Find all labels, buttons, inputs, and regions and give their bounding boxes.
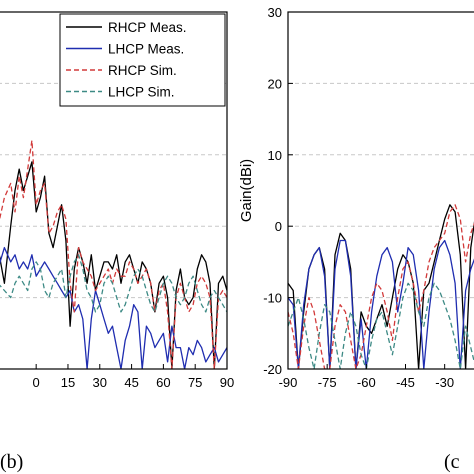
panel-label: (c <box>444 451 460 473</box>
x-tick-label: -60 <box>357 375 376 390</box>
plot-frame <box>0 11 228 370</box>
x-tick-label: -90 <box>279 375 298 390</box>
legend-entry-rhcp-meas: RHCP Meas. <box>108 20 187 35</box>
legend: RHCP Meas. LHCP Meas. RHCP Sim. LHCP Sim. <box>59 13 226 107</box>
chart-panel-left: 0 15 30 45 60 75 90(b)RHCP Meas.LHCP Meas.RHCP… <box>0 11 234 473</box>
legend-entry-lhcp-meas: LHCP Meas. <box>108 42 184 57</box>
x-tick-label: 90 <box>220 375 234 390</box>
panel-label: (b) <box>0 451 23 473</box>
series-line-lhcp-meas <box>0 246 227 369</box>
x-tick-label: -45 <box>396 375 415 390</box>
x-tick-label: 15 <box>61 375 75 390</box>
series-line-lhcp-meas <box>288 239 474 369</box>
series-line-rhcp-meas <box>288 204 474 369</box>
x-tick-label: 60 <box>156 375 170 390</box>
legend-entry-rhcp-sim: RHCP Sim. <box>108 63 177 78</box>
plot-frame <box>287 11 474 370</box>
series-line-rhcp-sim <box>288 204 474 369</box>
x-tick-label: 75 <box>188 375 202 390</box>
x-tick-label: 45 <box>124 375 138 390</box>
x-tick-label: -30 <box>435 375 454 390</box>
series-line-rhcp-meas <box>0 161 227 369</box>
x-tick-label: 0 <box>33 375 40 390</box>
y-tick-label: -20 <box>263 362 282 377</box>
y-tick-label: 10 <box>268 148 282 163</box>
y-tick-label: 30 <box>268 5 282 20</box>
y-tick-label: 0 <box>275 219 282 234</box>
series-line-lhcp-sim <box>288 282 474 369</box>
y-tick-label: -10 <box>263 291 282 306</box>
x-tick-label: -75 <box>318 375 337 390</box>
series-line-lhcp-sim <box>0 254 227 313</box>
x-tick-label: 30 <box>93 375 107 390</box>
legend-entry-lhcp-sim: LHCP Sim. <box>108 85 175 100</box>
y-axis-title: Gain(dBi) <box>238 159 255 222</box>
series-line-rhcp-sim <box>0 139 227 369</box>
chart-panel-right: -90 -75 -60 -45 -30 -20 -10 0 10 20 30 Gain(dBi) (c <box>238 5 474 473</box>
y-tick-label: 20 <box>268 76 282 91</box>
